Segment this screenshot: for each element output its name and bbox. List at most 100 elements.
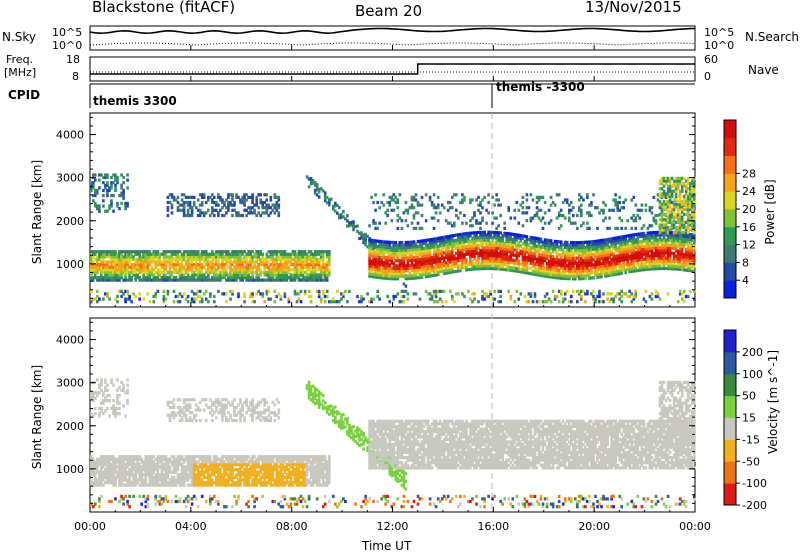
heatmap-cell	[217, 265, 220, 269]
heatmap-cell	[360, 300, 363, 304]
heatmap-cell	[509, 232, 513, 236]
heatmap-cell	[497, 198, 500, 202]
heatmap-cell	[283, 263, 287, 267]
heatmap-cell	[90, 300, 93, 304]
heatmap-cell	[594, 265, 597, 269]
heatmap-cell	[664, 259, 668, 263]
heatmap-cell	[188, 252, 192, 256]
heatmap-cell	[479, 211, 482, 215]
heatmap-cell	[588, 226, 591, 230]
heatmap-cell	[676, 228, 680, 232]
heatmap-cell	[168, 255, 172, 259]
heatmap-cell	[245, 193, 248, 197]
heatmap-cell	[674, 187, 678, 191]
heatmap-cell	[231, 292, 234, 296]
heatmap-cell	[565, 289, 569, 293]
heatmap-cell	[557, 263, 561, 267]
heatmap-cell	[124, 270, 127, 274]
heatmap-cell	[539, 258, 543, 262]
heatmap-cell	[529, 193, 533, 197]
heatmap-cell	[487, 233, 490, 237]
heatmap-cell	[545, 238, 549, 242]
heatmap-cell	[289, 273, 293, 277]
heatmap-cell	[281, 273, 285, 277]
heatmap-cell	[451, 224, 454, 228]
heatmap-cell	[471, 241, 474, 245]
heatmap-cell	[477, 246, 480, 250]
heatmap-cell	[215, 257, 218, 262]
heatmap-cell	[592, 245, 595, 249]
heatmap-cell	[279, 263, 283, 267]
heatmap-cell	[257, 265, 260, 269]
heatmap-cell	[660, 251, 664, 255]
heatmap-cell	[184, 200, 188, 205]
heatmap-cell	[313, 265, 317, 269]
heatmap-cell	[156, 260, 160, 264]
heatmap-cell	[227, 257, 230, 262]
heatmap-cell	[424, 251, 428, 255]
heatmap-cell	[646, 231, 650, 235]
heatmap-cell	[689, 248, 692, 252]
heatmap-cell	[114, 260, 117, 264]
heatmap-cell	[386, 245, 389, 249]
heatmap-cell	[249, 292, 252, 296]
heatmap-cell	[303, 265, 307, 269]
heatmap-cell	[426, 246, 430, 250]
heatmap-cell	[436, 300, 440, 304]
heatmap-cell	[533, 246, 537, 251]
heatmap-cell	[471, 252, 474, 256]
heatmap-cell	[432, 268, 436, 272]
heatmap-cell	[406, 246, 410, 250]
heatmap-cell	[606, 263, 609, 267]
heatmap-cell	[525, 242, 529, 246]
heatmap-cell	[162, 252, 166, 256]
heatmap-cell	[626, 252, 629, 256]
heatmap-cell	[565, 266, 569, 270]
heatmap-cell	[612, 300, 615, 304]
heatmap-cell	[247, 255, 250, 259]
heatmap-cell	[586, 193, 589, 197]
heatmap-cell	[507, 234, 510, 238]
heatmap-cell	[541, 195, 545, 199]
heatmap-cell	[144, 268, 148, 272]
heatmap-cell	[392, 198, 396, 202]
heatmap-cell	[481, 294, 484, 299]
heatmap-cell	[317, 289, 321, 293]
heatmap-cell	[580, 248, 583, 252]
heatmap-cell	[682, 255, 686, 259]
heatmap-cell	[481, 289, 484, 293]
heatmap-cell	[489, 261, 492, 265]
heatmap-cell	[202, 213, 206, 218]
heatmap-cell	[376, 270, 379, 274]
heatmap-cell	[668, 202, 672, 206]
heatmap-cell	[533, 267, 537, 271]
heatmap-cell	[285, 268, 289, 272]
heatmap-cell	[96, 468, 99, 472]
heatmap-cell	[281, 257, 285, 262]
heatmap-cell	[402, 269, 406, 273]
heatmap-cell	[394, 266, 398, 271]
heatmap-cell	[150, 268, 154, 272]
heatmap-cell	[568, 269, 571, 273]
heatmap-cell	[200, 278, 204, 282]
heatmap-cell	[311, 273, 315, 277]
heatmap-cell	[574, 241, 577, 245]
heatmap-cell	[225, 198, 228, 202]
heatmap-cell	[626, 242, 629, 246]
heatmap-cell	[227, 252, 230, 256]
heatmap-cell	[451, 249, 454, 253]
heatmap-cell	[436, 247, 440, 251]
heatmap-cell	[455, 256, 458, 260]
heatmap-cell	[483, 238, 486, 242]
heatmap-cell	[229, 268, 232, 272]
heatmap-cell	[400, 259, 404, 263]
heatmap-cell	[459, 243, 462, 247]
heatmap-cell	[213, 200, 216, 205]
heatmap-cell	[134, 278, 137, 282]
heatmap-cell	[630, 226, 634, 230]
heatmap-cell	[202, 276, 206, 280]
heatmap-cell	[509, 216, 513, 220]
heatmap-cell	[152, 273, 156, 277]
heatmap-cell	[172, 250, 176, 254]
heatmap-cell	[267, 260, 271, 264]
